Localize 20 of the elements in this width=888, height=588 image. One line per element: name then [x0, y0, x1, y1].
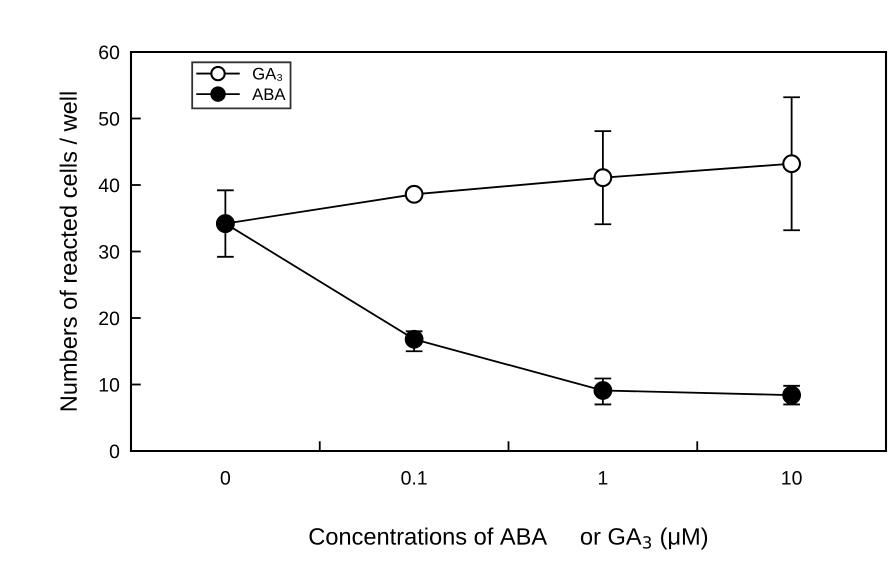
x-tick-label: 0 — [220, 470, 230, 485]
y-tick-label: 20 — [99, 311, 120, 326]
y-tick-label: 60 — [99, 45, 120, 60]
legend-label: GA₃ — [253, 68, 282, 81]
point — [782, 154, 802, 174]
point — [593, 168, 612, 188]
y-tick-label: 40 — [98, 178, 120, 192]
x-tick-label: 10 — [782, 470, 802, 485]
x-tick-label: 1 — [598, 471, 608, 485]
y-axis-title: Numbers of reacted cells / well — [60, 92, 77, 410]
y-tick-label: 50 — [99, 112, 120, 126]
point — [593, 381, 612, 400]
x-tick-label: 0.1 — [401, 470, 427, 485]
y-tick-label: 10 — [100, 378, 120, 392]
y-tick-label: 0 — [110, 444, 120, 458]
x-axis-title: Concentrations of ABA or GA$_{3}$ (μM) — [309, 527, 708, 550]
y-tick-label: 30 — [99, 244, 120, 259]
legend-label: ABA — [252, 88, 286, 100]
point — [404, 184, 424, 204]
point — [404, 330, 424, 349]
